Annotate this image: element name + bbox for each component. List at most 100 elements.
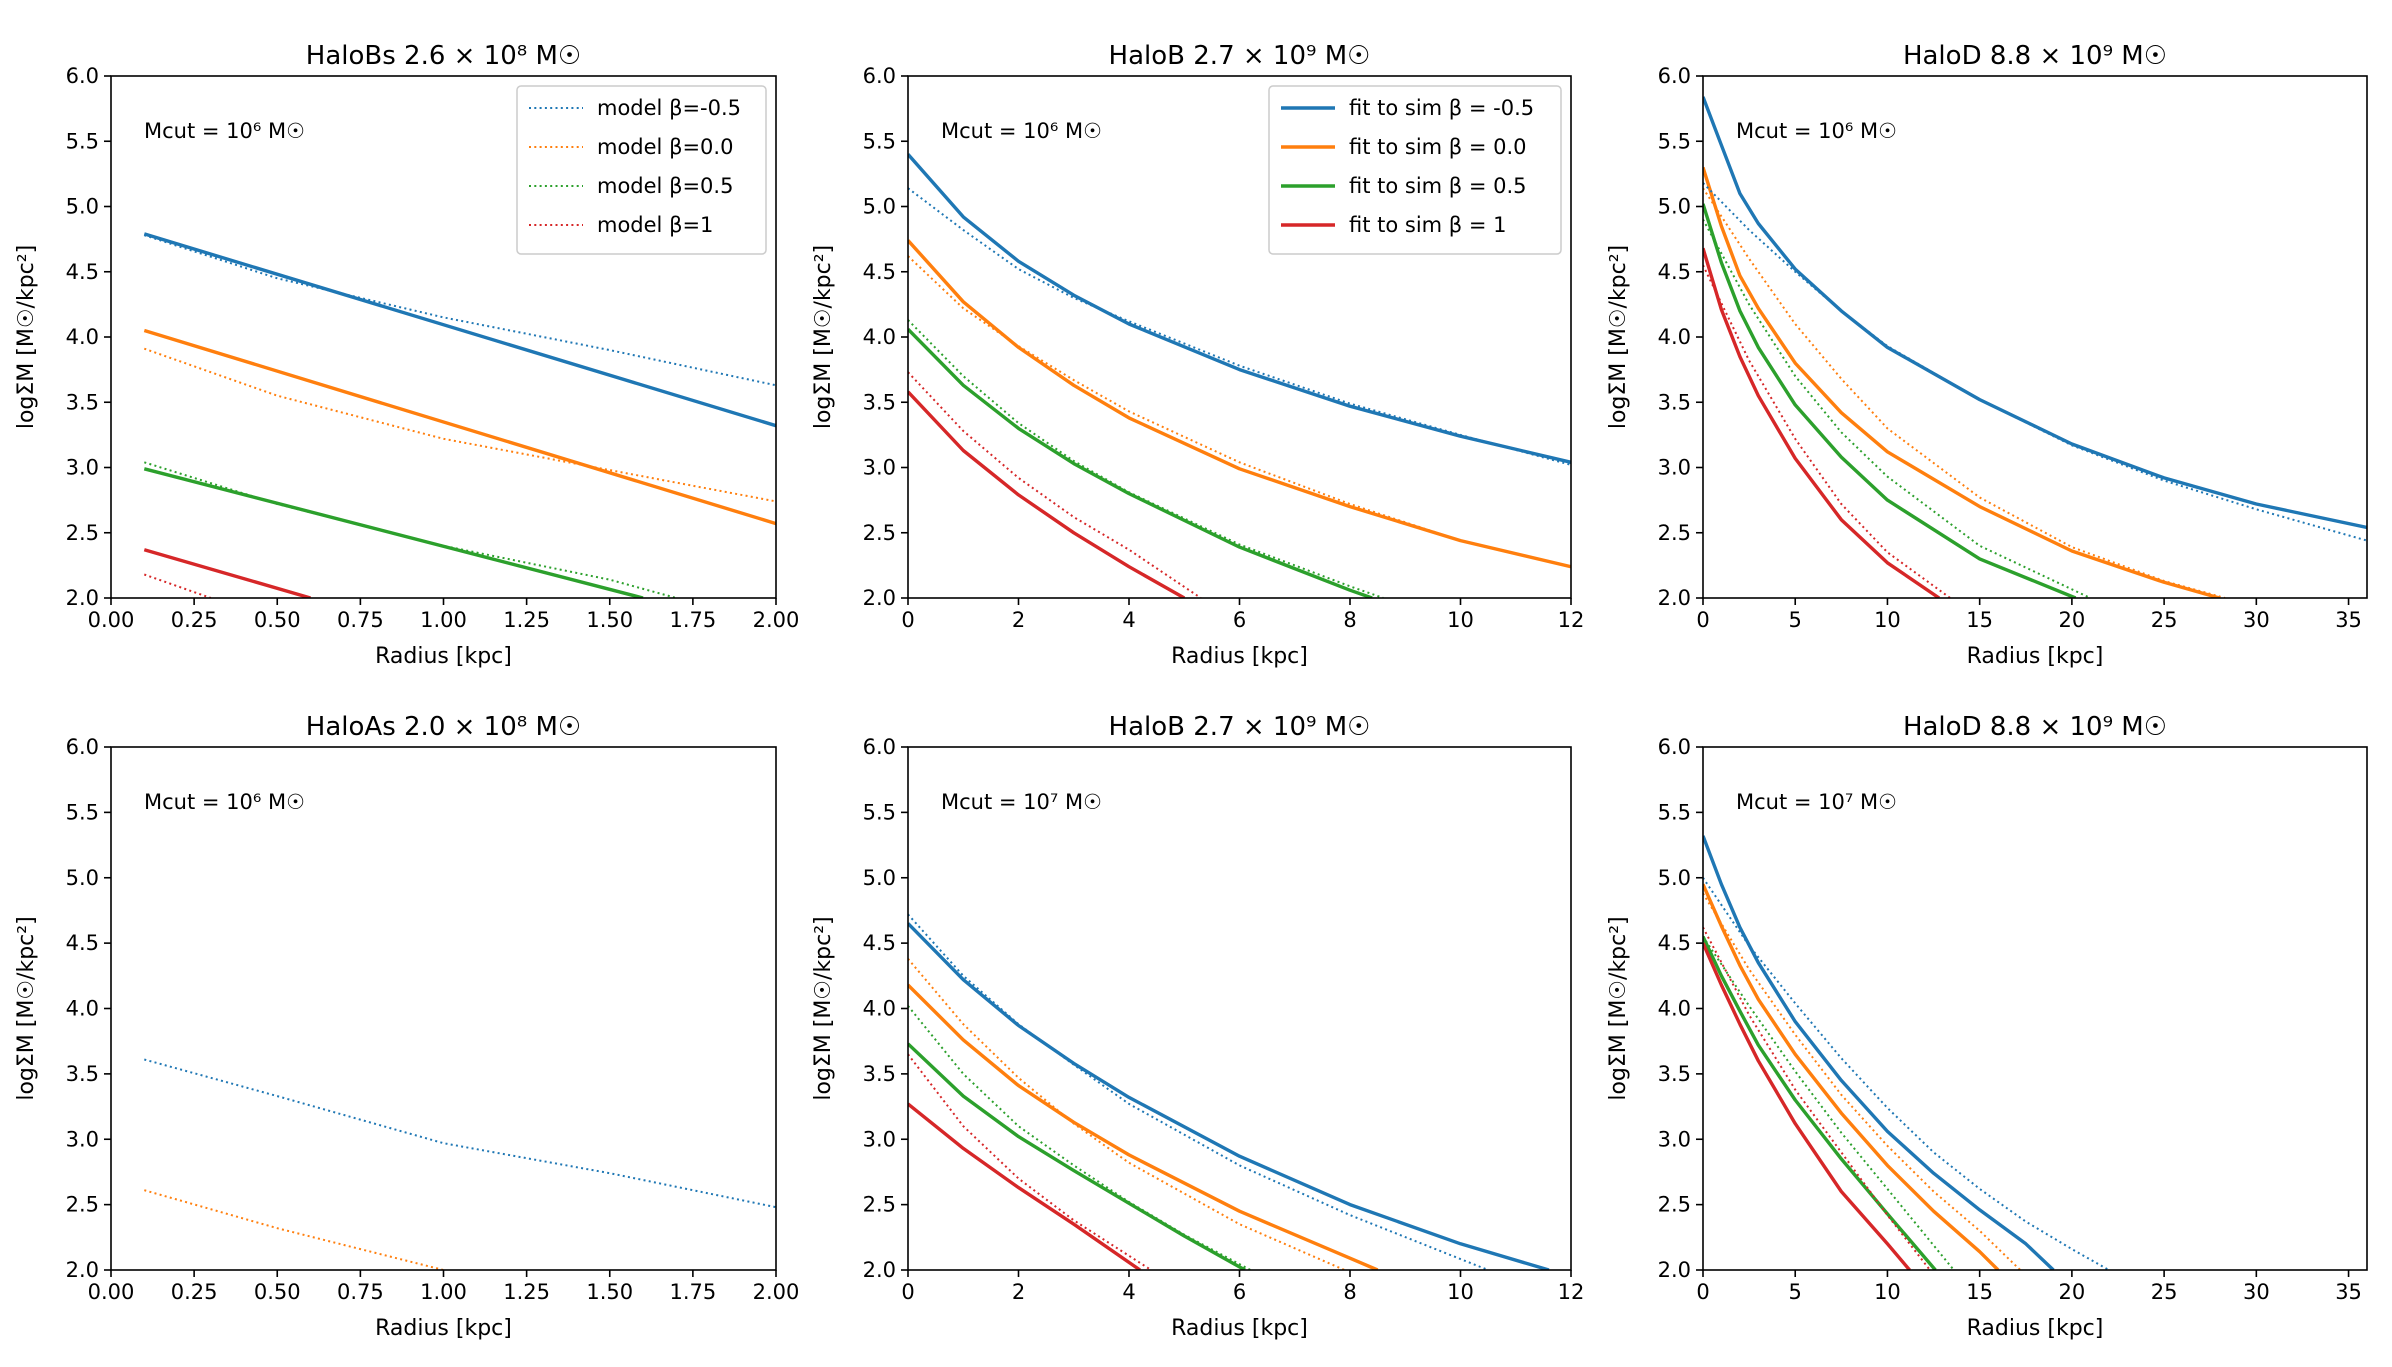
- y-tick-label: 5.0: [863, 866, 896, 890]
- x-tick-label: 0.00: [88, 608, 135, 632]
- x-tick-label: 0.25: [171, 608, 218, 632]
- series-line-orange-solid: [1703, 883, 2000, 1270]
- x-tick-label: 10: [1874, 608, 1901, 632]
- y-axis-label: logΣM [M☉/kpc²]: [14, 916, 39, 1100]
- y-axis-label: logΣM [M☉/kpc²]: [1606, 245, 1631, 429]
- y-tick-label: 4.0: [66, 997, 99, 1021]
- series-line-blue-dotted: [1703, 182, 2367, 542]
- subplot-5: 0 2 4 6 8 10 12 2.0 2.5 3.0 3.5 4.0 4.5 5.0 5.5 6.0 Halo…: [811, 712, 1584, 1341]
- series-line-green-dotted: [908, 1005, 1251, 1270]
- y-tick-label: 3.5: [863, 390, 896, 414]
- x-tick-label: 15: [1966, 608, 1993, 632]
- x-tick-label: 0.75: [337, 608, 384, 632]
- legend-box: [516, 85, 767, 255]
- legend-label: fit to sim β = -0.5: [1349, 96, 1534, 120]
- x-axis-label: Radius [kpc]: [1171, 1316, 1308, 1341]
- y-tick-label: 3.0: [1658, 1127, 1691, 1151]
- mcut-annotation: Mcut = 10⁶ M☉: [144, 790, 305, 814]
- x-tick-label: 0.50: [254, 608, 301, 632]
- y-tick-label: 6.0: [863, 735, 896, 759]
- axes-frame: [1702, 75, 2368, 599]
- x-tick-label: 10: [1874, 1280, 1901, 1304]
- chart-title: HaloAs 2.0 × 10⁸ M☉: [306, 712, 581, 742]
- series-line-orange-solid: [143, 328, 776, 526]
- y-tick-label: 3.5: [66, 390, 99, 414]
- series-line-blue-dotted: [908, 187, 1571, 466]
- x-tick-label: 10: [1447, 1280, 1474, 1304]
- x-axis-label: Radius [kpc]: [375, 644, 512, 669]
- x-tick-label: 1.00: [420, 1280, 467, 1304]
- series-line-blue-solid: [1703, 835, 2055, 1270]
- y-tick-label: 6.0: [1658, 64, 1691, 88]
- series-line-blue-solid: [908, 153, 1571, 464]
- series-group: [144, 1058, 776, 1270]
- x-tick-label: 4: [1122, 608, 1135, 632]
- x-tick-label: 20: [2059, 608, 2086, 632]
- series-group: [1703, 96, 2367, 598]
- legend-box: [1268, 85, 1562, 255]
- legend: model β=-0.5 model β=0.0 model β=0.5 model …: [516, 85, 767, 255]
- y-tick-label: 6.0: [863, 64, 896, 88]
- y-tick-label: 4.5: [863, 931, 896, 955]
- x-tick-label: 1.00: [420, 608, 467, 632]
- series-line-red-dotted: [908, 371, 1202, 598]
- x-tick-label: 2.00: [753, 608, 800, 632]
- series-group: [908, 153, 1571, 598]
- x-tick-label: 2: [1012, 608, 1025, 632]
- x-tick-label: 25: [2151, 608, 2178, 632]
- y-tick-label: 3.0: [66, 1127, 99, 1151]
- series-group: [1703, 835, 2110, 1270]
- y-tick-label: 3.0: [66, 456, 99, 480]
- series-line-blue-solid: [908, 922, 1550, 1270]
- y-tick-label: 4.0: [66, 325, 99, 349]
- y-tick-label: 6.0: [66, 735, 99, 759]
- x-tick-label: 8: [1343, 608, 1356, 632]
- x-tick-label: 6: [1233, 1280, 1246, 1304]
- y-tick-label: 2.0: [66, 1258, 99, 1282]
- y-axis-label: logΣM [M☉/kpc²]: [811, 916, 836, 1100]
- y-tick-label: 3.5: [863, 1062, 896, 1086]
- chart-title: HaloD 8.8 × 10⁹ M☉: [1903, 41, 2167, 71]
- series-line-orange-solid: [908, 239, 1571, 569]
- y-axis-label: logΣM [M☉/kpc²]: [811, 245, 836, 429]
- x-tick-label: 0.75: [337, 1280, 384, 1304]
- x-tick-label: 1.50: [586, 608, 633, 632]
- y-tick-label: 3.5: [1658, 1062, 1691, 1086]
- axes-frame: [110, 746, 777, 1271]
- x-tick-label: 5: [1789, 1280, 1802, 1304]
- y-tick-label: 5.0: [863, 195, 896, 219]
- y-tick-label: 5.0: [66, 866, 99, 890]
- y-axis-label: logΣM [M☉/kpc²]: [1606, 916, 1631, 1100]
- y-tick-label: 2.5: [66, 1193, 99, 1217]
- series-line-orange-dotted: [908, 255, 1571, 568]
- y-axis-label: logΣM [M☉/kpc²]: [14, 245, 39, 429]
- x-tick-label: 25: [2151, 1280, 2178, 1304]
- x-tick-label: 35: [2335, 608, 2362, 632]
- y-tick-label: 5.5: [863, 800, 896, 824]
- series-line-blue-dotted: [908, 913, 1489, 1270]
- axes-frame: [1702, 746, 2368, 1271]
- series-line-red-solid: [1703, 942, 1911, 1270]
- y-tick-label: 6.0: [66, 64, 99, 88]
- series-line-orange-dotted: [1703, 892, 2021, 1270]
- series-line-blue-dotted: [143, 234, 776, 387]
- mcut-annotation: Mcut = 10⁷ M☉: [1736, 790, 1897, 814]
- legend-label: fit to sim β = 0.0: [1349, 135, 1527, 159]
- x-tick-label: 2: [1012, 1280, 1025, 1304]
- series-line-green-solid: [1703, 203, 2077, 598]
- x-tick-label: 30: [2243, 608, 2270, 632]
- x-tick-label: 1.50: [586, 1280, 633, 1304]
- series-group: [908, 913, 1550, 1270]
- x-tick-label: 1.25: [503, 608, 550, 632]
- legend-label: model β=1: [597, 213, 713, 237]
- y-tick-label: 2.5: [863, 1193, 896, 1217]
- x-tick-label: 8: [1343, 1280, 1356, 1304]
- legend-label: model β=0.5: [597, 174, 733, 198]
- series-line-green-dotted: [1703, 219, 2091, 598]
- series-line-orange-dotted: [144, 1189, 444, 1270]
- x-tick-label: 5: [1789, 608, 1802, 632]
- x-axis-label: Radius [kpc]: [1967, 1316, 2104, 1341]
- y-tick-label: 3.0: [1658, 456, 1691, 480]
- x-tick-label: 2.00: [753, 1280, 800, 1304]
- y-tick-label: 3.5: [66, 1062, 99, 1086]
